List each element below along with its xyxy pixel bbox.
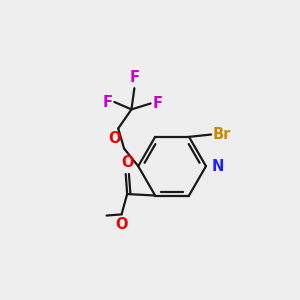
- Text: O: O: [115, 217, 128, 232]
- Text: O: O: [121, 155, 134, 170]
- Text: O: O: [109, 131, 121, 146]
- Text: F: F: [103, 94, 112, 110]
- Text: Br: Br: [213, 127, 231, 142]
- Text: N: N: [211, 159, 224, 174]
- Text: F: F: [129, 70, 140, 85]
- Text: F: F: [152, 96, 162, 111]
